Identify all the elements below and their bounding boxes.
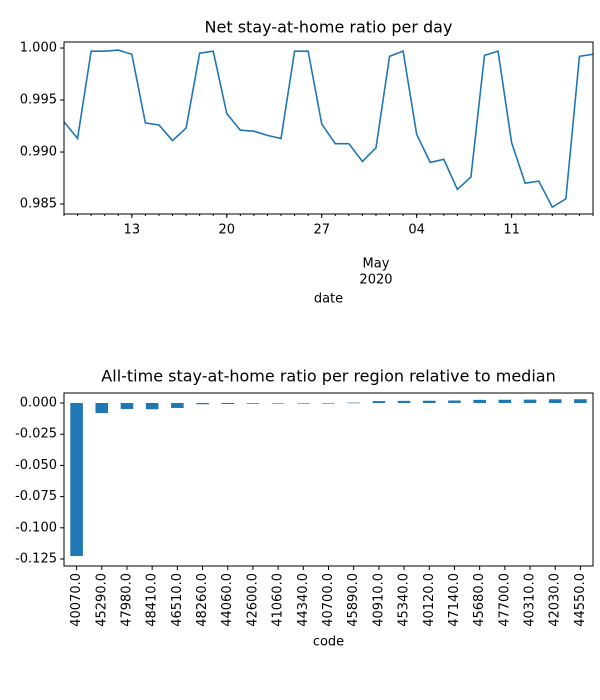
bar	[246, 402, 260, 404]
x-tick-label: 41060.0	[271, 573, 286, 627]
x-tick-label: 45890.0	[346, 573, 361, 627]
y-tick-label: 0.995	[20, 93, 57, 108]
y-tick-label: 0.985	[20, 197, 57, 212]
line-series	[63, 49, 594, 209]
y-tick-label: 1.000	[20, 41, 57, 56]
bar	[347, 402, 360, 404]
chart-title: Net stay-at-home ratio per day	[205, 18, 453, 37]
bar	[297, 402, 310, 404]
bar	[574, 399, 587, 403]
x-tick-label: 2020	[359, 273, 392, 288]
x-tick-label: 45290.0	[94, 573, 109, 627]
bar	[271, 402, 285, 404]
x-axis-label: date	[314, 292, 343, 307]
bar	[120, 402, 134, 409]
chart-title: All-time stay-at-home ratio per region r…	[101, 367, 555, 386]
bar	[372, 401, 386, 403]
x-tick-label: 27	[313, 223, 330, 238]
y-tick-label: -0.025	[15, 427, 57, 442]
x-tick-label: 40910.0	[371, 573, 386, 627]
x-tick-label: 40070.0	[69, 573, 84, 627]
bar	[397, 400, 411, 403]
bar	[196, 402, 209, 405]
x-tick-label: 44060.0	[220, 573, 235, 627]
y-tick-label: -0.075	[15, 489, 57, 504]
x-tick-label: 46510.0	[170, 573, 185, 627]
x-tick-label: 47700.0	[497, 573, 512, 627]
y-tick-label: 0.000	[20, 395, 57, 410]
x-tick-label: 47980.0	[119, 573, 134, 627]
bar	[498, 399, 512, 403]
bar	[171, 402, 184, 408]
y-tick-label: -0.050	[15, 458, 57, 473]
bar	[95, 402, 109, 413]
x-tick-label: 48260.0	[195, 573, 210, 627]
x-tick-label: 42600.0	[245, 573, 260, 627]
bar	[422, 400, 436, 403]
x-tick-label: 47140.0	[447, 573, 462, 627]
bar	[523, 399, 537, 403]
x-tick-label: 40700.0	[321, 573, 336, 627]
bar	[322, 402, 335, 404]
y-tick-label: -0.125	[15, 552, 57, 567]
x-tick-label: 44340.0	[296, 573, 311, 627]
x-tick-label: 44550.0	[573, 573, 588, 627]
x-tick-label: 20	[218, 223, 235, 238]
x-axis-label: code	[313, 635, 344, 650]
axes-frame	[63, 392, 594, 567]
bar	[473, 399, 486, 403]
y-tick-label: 0.990	[20, 145, 57, 160]
bar	[548, 399, 562, 403]
x-tick-label: 13	[124, 223, 141, 238]
bar	[70, 402, 83, 557]
x-tick-label: 04	[408, 223, 425, 238]
x-tick-label: 42030.0	[548, 573, 563, 627]
bar	[448, 400, 461, 403]
x-tick-label: 40120.0	[422, 573, 437, 627]
axes-frame	[63, 41, 594, 215]
x-tick-label: 11	[503, 223, 520, 238]
x-tick-label: 45340.0	[397, 573, 412, 627]
bar	[145, 402, 159, 410]
y-tick-label: -0.100	[15, 520, 57, 535]
bar	[221, 402, 235, 404]
x-tick-label: 45680.0	[472, 573, 487, 627]
x-tick-label: 40310.0	[523, 573, 538, 627]
x-tick-label: May	[363, 257, 390, 272]
x-tick-label: 48410.0	[145, 573, 160, 627]
